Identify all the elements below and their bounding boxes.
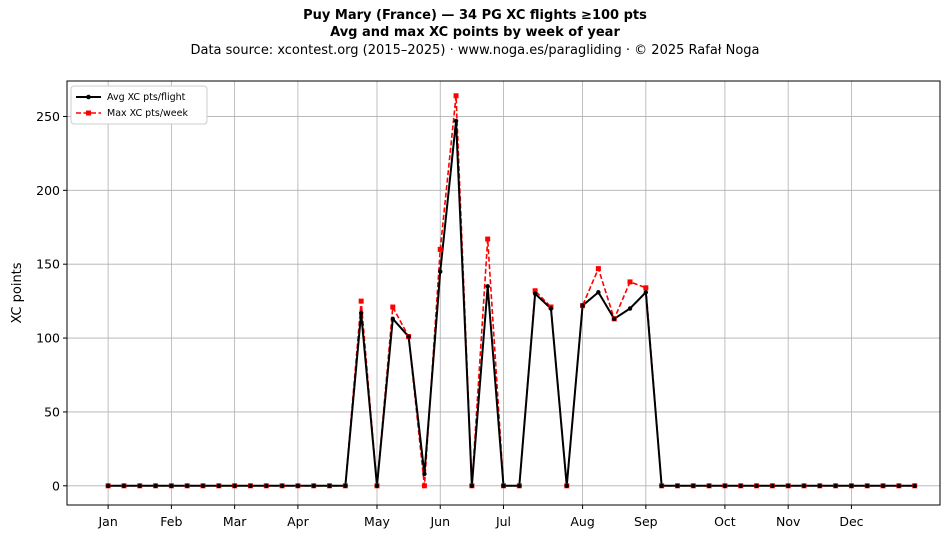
avg-point: [627, 306, 633, 311]
avg-point: [596, 290, 601, 295]
avg-point: [358, 310, 364, 316]
y-axis-label: XC points: [10, 262, 25, 323]
legend-avg-label: Avg XC pts/flight: [107, 92, 186, 103]
avg-point: [817, 483, 823, 488]
avg-point: [532, 291, 538, 296]
avg-point: [785, 483, 791, 488]
y-axis: 0 50 100 150 200 250: [36, 109, 67, 493]
legend: Avg XC pts/flight Max XC pts/week: [70, 85, 208, 125]
x-tick-label: Nov: [776, 514, 801, 529]
max-point: [627, 279, 633, 285]
avg-point: [501, 483, 506, 488]
x-tick-label: Jan: [97, 514, 117, 529]
avg-point: [548, 306, 554, 311]
chart-source: Data source: xcontest.org (2015–2025) · …: [190, 43, 760, 58]
avg-point: [216, 483, 222, 488]
legend-max-marker: [86, 110, 91, 116]
x-tick-label: Apr: [287, 514, 309, 529]
avg-point: [438, 269, 443, 274]
avg-point: [390, 316, 395, 322]
legend-max-label: Max XC pts/week: [107, 108, 188, 119]
avg-point: [469, 483, 475, 488]
chart-subtitle: Avg and max XC points by week of year: [330, 25, 620, 40]
avg-point: [248, 483, 253, 488]
y-tick-label: 100: [36, 331, 60, 346]
x-tick-label: May: [364, 514, 390, 529]
x-tick-label: Feb: [160, 514, 182, 529]
max-point: [453, 93, 459, 99]
avg-point: [311, 483, 316, 488]
avg-point: [200, 483, 206, 488]
y-tick-label: 0: [52, 478, 60, 493]
max-point: [532, 288, 538, 294]
x-tick-label: Sep: [634, 514, 658, 529]
y-tick-label: 150: [36, 257, 60, 272]
avg-point: [343, 483, 348, 488]
avg-point: [232, 483, 237, 488]
avg-point: [612, 316, 617, 322]
legend-avg-marker: [86, 94, 91, 100]
max-point: [421, 483, 427, 489]
avg-point: [754, 483, 759, 488]
avg-point: [896, 483, 902, 488]
avg-point: [722, 483, 728, 488]
avg-point: [659, 483, 664, 488]
avg-point: [691, 483, 696, 488]
avg-point: [422, 471, 427, 477]
chart-title: Puy Mary (France) — 34 PG XC flights ≥10…: [303, 8, 647, 23]
avg-point: [453, 118, 459, 124]
avg-point: [485, 284, 490, 289]
avg-point: [264, 483, 269, 488]
avg-point: [675, 483, 680, 488]
max-point: [437, 246, 443, 252]
avg-point: [912, 483, 917, 488]
max-point: [358, 298, 364, 304]
avg-point: [279, 483, 285, 488]
avg-point: [801, 483, 807, 488]
avg-point: [643, 290, 649, 295]
x-tick-label: Jul: [495, 514, 511, 529]
avg-point: [374, 483, 380, 488]
avg-point: [564, 483, 569, 488]
avg-point: [406, 334, 411, 339]
max-point: [485, 236, 491, 242]
x-tick-label: Aug: [570, 514, 594, 529]
legend-box: [70, 85, 208, 125]
max-point: [643, 285, 649, 291]
avg-point: [580, 303, 585, 308]
max-point: [390, 304, 396, 310]
avg-point: [184, 483, 190, 488]
x-tick-label: Dec: [839, 514, 863, 529]
avg-point: [880, 483, 886, 488]
avg-point: [770, 483, 775, 488]
avg-point: [865, 483, 870, 488]
avg-point: [169, 483, 174, 488]
avg-point: [137, 483, 142, 488]
y-tick-label: 250: [36, 109, 60, 124]
grid: [67, 81, 940, 505]
max-point: [595, 266, 601, 272]
avg-point: [153, 483, 158, 488]
avg-point: [105, 483, 111, 488]
y-tick-label: 50: [44, 404, 60, 419]
series-layer: [105, 93, 918, 489]
avg-point: [121, 483, 127, 488]
avg-point: [295, 483, 301, 488]
avg-point: [833, 483, 838, 488]
y-tick-label: 200: [36, 183, 60, 198]
avg-point: [738, 483, 743, 488]
x-tick-label: Oct: [714, 514, 736, 529]
avg-point: [706, 483, 712, 488]
x-tick-label: Jun: [429, 514, 450, 529]
x-axis: Jan Feb Mar Apr May Jun Jul Aug Sep Oct Nov Dec: [97, 505, 864, 529]
avg-point: [327, 483, 332, 488]
avg-point: [517, 483, 522, 488]
avg-point: [849, 483, 854, 488]
avg-series-line: [108, 119, 915, 487]
x-tick-label: Mar: [223, 514, 247, 529]
max-series-line: [108, 94, 915, 487]
